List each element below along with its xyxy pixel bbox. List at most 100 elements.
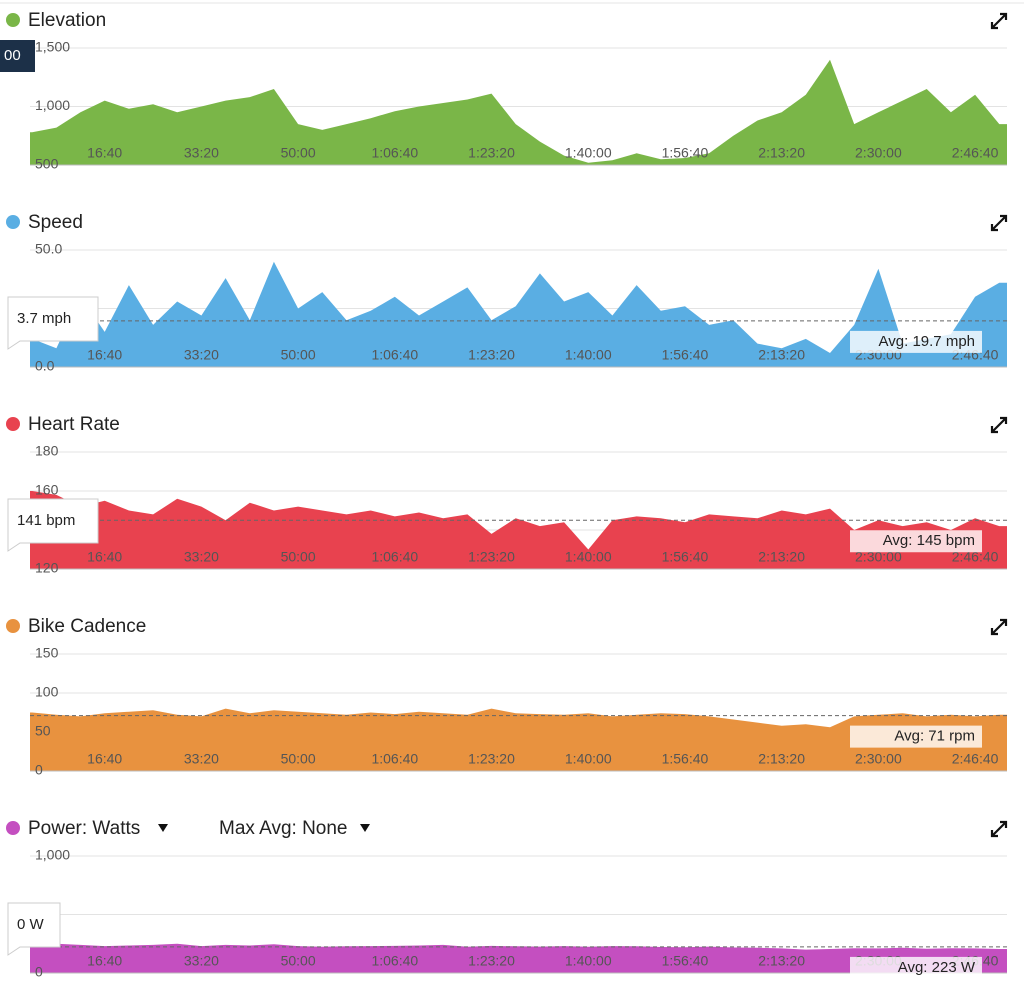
- x-tick-label: 50:00: [281, 347, 316, 363]
- avg-label: Avg: 19.7 mph: [879, 333, 975, 350]
- tooltip-box: [0, 40, 35, 72]
- x-tick-label: 1:56:40: [662, 347, 709, 363]
- x-tick-label: 2:30:00: [855, 751, 902, 767]
- x-tick-label: 1:40:00: [565, 347, 612, 363]
- x-tick-label: 33:20: [184, 751, 219, 767]
- avg-label: Avg: 71 rpm: [894, 728, 975, 745]
- x-tick-label: 1:06:40: [371, 549, 418, 565]
- tooltip: 0 W: [17, 916, 45, 933]
- y-tick-label: 1,500: [35, 39, 70, 55]
- legend-dot: [6, 215, 20, 229]
- x-tick-label: 16:40: [87, 145, 122, 161]
- avg-box: [850, 725, 982, 748]
- x-tick-label: 1:56:40: [662, 953, 709, 969]
- avg-box: [850, 956, 982, 979]
- x-tick-label: 1:06:40: [371, 953, 418, 969]
- x-tick-label: 33:20: [184, 953, 219, 969]
- tooltip: 3.7 mph: [17, 310, 71, 327]
- x-tick-label: 1:56:40: [662, 145, 709, 161]
- x-tick-label: 2:46:40: [952, 751, 999, 767]
- area: [30, 491, 1007, 569]
- x-tick-label: 1:56:40: [662, 751, 709, 767]
- area: [30, 940, 1007, 973]
- expand-icon[interactable]: [990, 820, 1008, 838]
- y-tick-label: 50.0: [35, 241, 62, 257]
- x-tick-label: 50:00: [281, 145, 316, 161]
- x-tick-label: 2:13:20: [758, 145, 805, 161]
- chart-title: Elevation: [28, 10, 106, 31]
- y-tick-label: 120: [35, 560, 59, 576]
- legend-dot: [6, 13, 20, 27]
- tooltip-box: [7, 296, 99, 350]
- x-tick-label: 50:00: [281, 953, 316, 969]
- expand-icon[interactable]: [990, 214, 1008, 232]
- y-tick-label: 0: [35, 964, 43, 980]
- x-tick-label: 2:30:00: [855, 549, 902, 565]
- tooltip: 00: [4, 47, 21, 64]
- avg-label: Avg: 145 bpm: [883, 532, 975, 549]
- tooltip: 141 bpm: [17, 512, 75, 529]
- y-tick-label: 180: [35, 443, 59, 459]
- avg-box: [850, 530, 982, 553]
- x-tick-label: 16:40: [87, 549, 122, 565]
- tooltip-box: [7, 498, 99, 552]
- x-tick-label: 2:13:20: [758, 347, 805, 363]
- x-tick-label: 50:00: [281, 549, 316, 565]
- x-tick-label: 16:40: [87, 751, 122, 767]
- x-tick-label: 1:40:00: [565, 549, 612, 565]
- x-tick-label: 2:13:20: [758, 953, 805, 969]
- x-tick-label: 50:00: [281, 751, 316, 767]
- y-tick-label: 100: [35, 684, 59, 700]
- y-tick-label: 1,000: [35, 97, 70, 113]
- x-tick-label: 33:20: [184, 145, 219, 161]
- expand-icon[interactable]: [990, 416, 1008, 434]
- x-tick-label: 1:06:40: [371, 145, 418, 161]
- tooltip-box: [7, 902, 61, 956]
- expand-icon[interactable]: [990, 618, 1008, 636]
- legend-dot: [6, 821, 20, 835]
- x-tick-label: 2:46:40: [952, 145, 999, 161]
- x-tick-label: 2:13:20: [758, 549, 805, 565]
- y-tick-label: 500: [35, 156, 59, 172]
- y-tick-label: 1,000: [35, 847, 70, 863]
- avg-box: [850, 330, 982, 353]
- dropdown-arrow[interactable]: [158, 824, 168, 832]
- x-tick-label: 2:46:40: [952, 549, 999, 565]
- dropdown-arrow[interactable]: [360, 824, 370, 832]
- legend-dot: [6, 619, 20, 633]
- y-tick-label: 0.0: [35, 358, 55, 374]
- x-tick-label: 2:13:20: [758, 751, 805, 767]
- x-tick-label: 16:40: [87, 347, 122, 363]
- x-tick-label: 1:23:20: [468, 953, 515, 969]
- legend-dot: [6, 417, 20, 431]
- y-tick-label: 0: [35, 762, 43, 778]
- x-tick-label: 1:40:00: [565, 751, 612, 767]
- area: [30, 59, 1007, 166]
- x-tick-label: 1:23:20: [468, 549, 515, 565]
- x-tick-label: 1:40:00: [565, 145, 612, 161]
- area: [30, 261, 1007, 367]
- y-tick-label: 50: [35, 723, 51, 739]
- x-tick-label: 1:23:20: [468, 347, 515, 363]
- x-tick-label: 1:56:40: [662, 549, 709, 565]
- expand-icon[interactable]: [990, 12, 1008, 30]
- x-tick-label: 33:20: [184, 347, 219, 363]
- chart-title: Speed: [28, 212, 83, 233]
- x-tick-label: 16:40: [87, 953, 122, 969]
- x-tick-label: 1:06:40: [371, 751, 418, 767]
- chart-title: Power: Watts: [28, 818, 140, 839]
- x-tick-label: 2:30:00: [855, 145, 902, 161]
- x-tick-label: 1:40:00: [565, 953, 612, 969]
- x-tick-label: 1:06:40: [371, 347, 418, 363]
- avg-label: Avg: 223 W: [898, 959, 976, 976]
- dropdown[interactable]: Max Avg: None: [219, 818, 348, 839]
- x-tick-label: 1:23:20: [468, 751, 515, 767]
- y-tick-label: 150: [35, 645, 59, 661]
- chart-title: Heart Rate: [28, 414, 120, 435]
- x-tick-label: 1:23:20: [468, 145, 515, 161]
- area: [30, 708, 1007, 771]
- y-tick-label: 160: [35, 482, 59, 498]
- chart-title: Bike Cadence: [28, 616, 146, 637]
- x-tick-label: 33:20: [184, 549, 219, 565]
